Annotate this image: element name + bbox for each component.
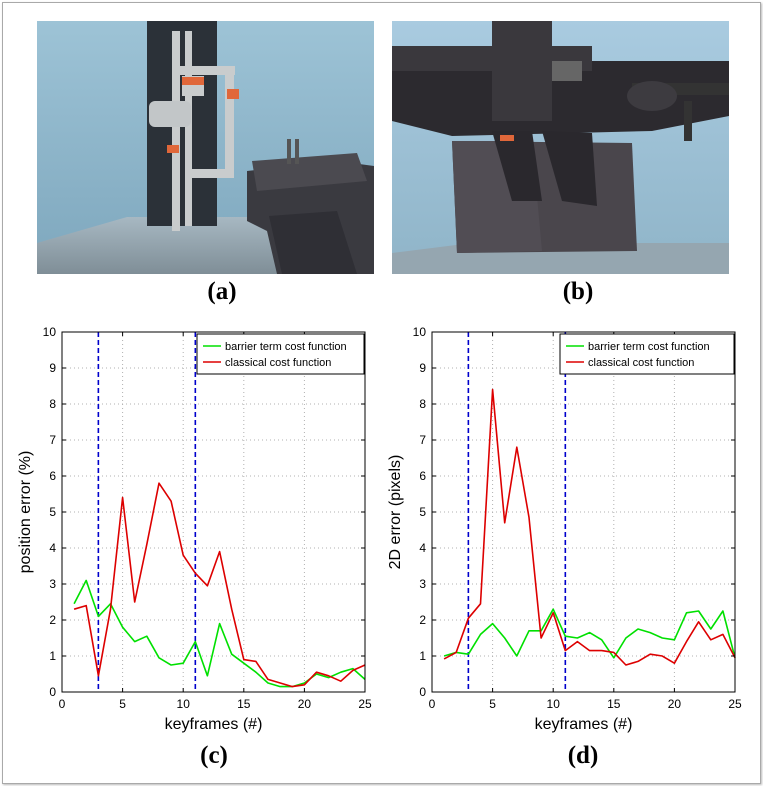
y-tick-label: 6 xyxy=(49,469,56,483)
series-line xyxy=(73,482,366,688)
legend: barrier term cost function classical cost… xyxy=(559,333,735,375)
x-axis-label: keyframes (#) xyxy=(165,716,263,733)
legend-label: classical cost function xyxy=(225,357,331,369)
x-tick-label: 15 xyxy=(237,697,251,711)
y-tick-label: 8 xyxy=(49,397,56,411)
legend-label: barrier term cost function xyxy=(588,341,710,353)
x-tick-label: 25 xyxy=(728,697,742,711)
y-tick-label: 10 xyxy=(43,325,57,339)
y-tick-label: 7 xyxy=(49,433,56,447)
x-tick-label: 5 xyxy=(489,697,496,711)
y-tick-label: 1 xyxy=(419,649,426,663)
legend-label: barrier term cost function xyxy=(225,341,347,353)
y-tick-label: 0 xyxy=(419,685,426,699)
legend-box xyxy=(196,333,365,375)
x-tick-label: 5 xyxy=(119,697,126,711)
x-tick-label: 20 xyxy=(668,697,682,711)
chart-c: 0 5 10 15 20 25 0 1 2 3 4 5 6 7 8 9 10 keyframes (#) posit… xyxy=(17,325,372,733)
y-axis-label: position error (%) xyxy=(17,451,34,574)
x-axis-label: keyframes (#) xyxy=(535,716,633,733)
y-tick-label: 9 xyxy=(49,361,56,375)
plot-area xyxy=(62,332,365,692)
y-tick-label: 3 xyxy=(419,577,426,591)
x-tick-label: 25 xyxy=(358,697,372,711)
panel-c-caption: (c) xyxy=(200,742,228,769)
chart-d: 0 5 10 15 20 25 0 1 2 3 4 5 6 7 8 9 10 keyframes (#) 2D er… xyxy=(387,325,742,733)
series-line xyxy=(73,579,366,688)
y-axis-label: 2D error (pixels) xyxy=(387,455,404,570)
y-tick-label: 8 xyxy=(419,397,426,411)
y-tick-label: 5 xyxy=(49,505,56,519)
y-tick-label: 10 xyxy=(413,325,427,339)
legend: barrier term cost function classical cost… xyxy=(196,333,365,375)
x-tick-label: 0 xyxy=(59,697,66,711)
y-tick-label: 5 xyxy=(419,505,426,519)
x-tick-label: 20 xyxy=(298,697,312,711)
y-tick-label: 7 xyxy=(419,433,426,447)
x-tick-label: 10 xyxy=(547,697,561,711)
y-tick-label: 2 xyxy=(419,613,426,627)
y-tick-label: 0 xyxy=(49,685,56,699)
series-line xyxy=(443,608,736,659)
legend-box xyxy=(559,333,735,375)
panel-d-caption: (d) xyxy=(567,742,599,769)
x-tick-label: 0 xyxy=(429,697,436,711)
x-tick-label: 10 xyxy=(177,697,191,711)
panel-a-image xyxy=(37,21,374,274)
x-tick-label: 15 xyxy=(607,697,621,711)
y-tick-label: 9 xyxy=(419,361,426,375)
y-tick-label: 3 xyxy=(49,577,56,591)
y-tick-label: 6 xyxy=(419,469,426,483)
y-tick-label: 2 xyxy=(49,613,56,627)
panel-b-caption: (b) xyxy=(562,278,594,305)
series-line xyxy=(443,388,736,666)
y-tick-label: 4 xyxy=(49,541,56,555)
panel-b-image xyxy=(392,21,729,274)
y-tick-label: 4 xyxy=(419,541,426,555)
panel-a-caption: (a) xyxy=(207,278,237,305)
legend-label: classical cost function xyxy=(588,357,694,369)
y-tick-label: 1 xyxy=(49,649,56,663)
